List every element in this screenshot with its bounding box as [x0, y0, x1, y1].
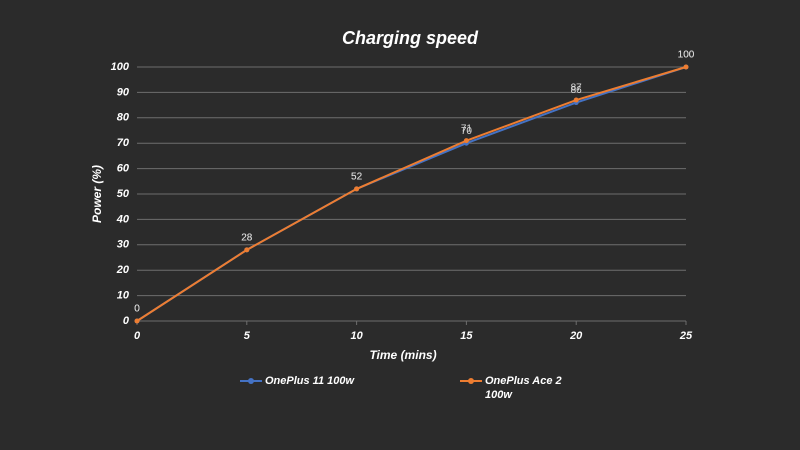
y-axis-label: Power (%)	[90, 165, 104, 223]
data-label: 28	[241, 233, 253, 244]
x-tick-label: 20	[569, 330, 583, 342]
legend-item: OnePlus 11 100w	[240, 374, 355, 388]
legend-swatch	[240, 374, 262, 388]
data-point	[573, 97, 579, 103]
data-point	[244, 247, 250, 253]
legend-item: OnePlus Ace 2 100w	[460, 374, 575, 402]
y-tick-label: 90	[117, 86, 130, 98]
chart-title: Charging speed	[342, 28, 479, 48]
data-label: 0	[134, 304, 140, 315]
data-point	[134, 318, 140, 324]
data-label: 52	[351, 172, 363, 183]
x-tick-label: 5	[244, 330, 251, 342]
y-tick-label: 40	[116, 213, 130, 225]
series-line	[136, 66, 687, 322]
data-label: 70	[461, 126, 473, 137]
data-point	[683, 64, 689, 70]
x-tick-label: 25	[679, 330, 693, 342]
y-tick-label: 0	[123, 315, 130, 327]
y-tick-label: 50	[117, 188, 130, 200]
y-tick-label: 80	[117, 112, 130, 124]
legend-label: OnePlus Ace 2 100w	[485, 375, 562, 401]
y-tick-label: 20	[116, 264, 130, 276]
data-point	[354, 186, 360, 192]
legend-label: OnePlus 11 100w	[265, 375, 355, 387]
x-tick-label: 15	[460, 330, 473, 342]
data-label: 100	[678, 50, 695, 61]
y-tick-label: 60	[117, 163, 130, 175]
data-label: 52	[351, 172, 363, 183]
data-label: 100	[678, 50, 695, 61]
data-point	[463, 138, 469, 144]
y-tick-label: 10	[117, 290, 130, 302]
data-label: 87	[571, 83, 583, 94]
x-tick-label: 10	[350, 330, 363, 342]
data-label: 86	[571, 85, 583, 96]
x-tick-label: 0	[134, 330, 141, 342]
data-label: 71	[461, 123, 473, 134]
y-tick-label: 30	[117, 239, 130, 251]
y-tick-label: 100	[111, 61, 130, 73]
data-label: 28	[241, 233, 253, 244]
x-axis-label: Time (mins)	[369, 348, 436, 362]
y-tick-label: 70	[117, 137, 130, 149]
data-label: 0	[134, 304, 140, 315]
legend-swatch	[460, 374, 482, 388]
